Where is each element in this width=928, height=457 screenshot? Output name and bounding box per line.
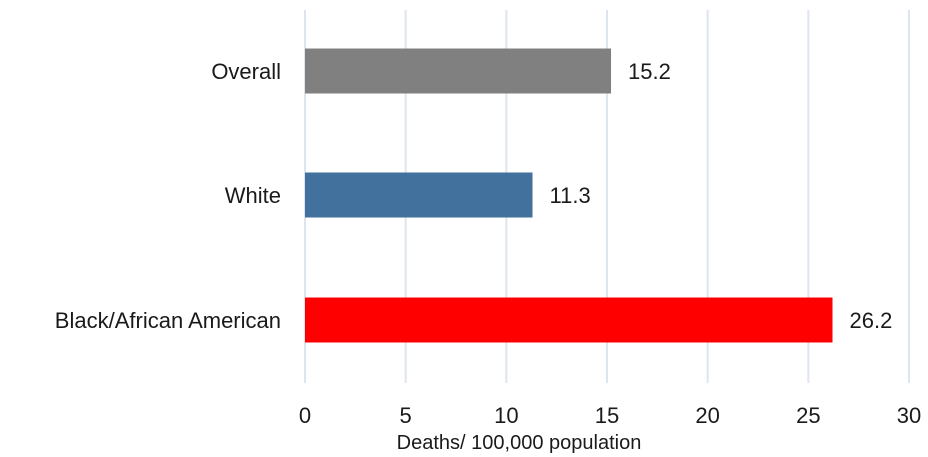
x-tick-labels: 0 5 10 15 20 25 30	[299, 403, 921, 428]
bars	[305, 48, 833, 343]
category-label-white: White	[225, 183, 281, 208]
bar-overall	[305, 48, 612, 94]
category-label-overall: Overall	[211, 59, 281, 84]
bar-white	[305, 172, 533, 218]
x-tick-label-20: 20	[695, 403, 719, 428]
value-label-black-african-american: 26.2	[849, 308, 892, 333]
x-tick-label-15: 15	[595, 403, 619, 428]
x-tick-label-5: 5	[400, 403, 412, 428]
value-label-overall: 15.2	[628, 59, 671, 84]
x-axis-title: Deaths/ 100,000 population	[397, 432, 642, 454]
x-tick-label-25: 25	[796, 403, 820, 428]
value-labels: 15.2 11.3 26.2	[550, 59, 893, 333]
category-labels: Overall White Black/African American	[55, 59, 281, 333]
value-label-white: 11.3	[550, 183, 591, 208]
bar-black-african-american	[305, 297, 833, 343]
x-tick-label-30: 30	[897, 403, 921, 428]
x-tick-label-0: 0	[299, 403, 311, 428]
x-tick-label-10: 10	[494, 403, 518, 428]
category-label-black-african-american: Black/African American	[55, 308, 281, 333]
